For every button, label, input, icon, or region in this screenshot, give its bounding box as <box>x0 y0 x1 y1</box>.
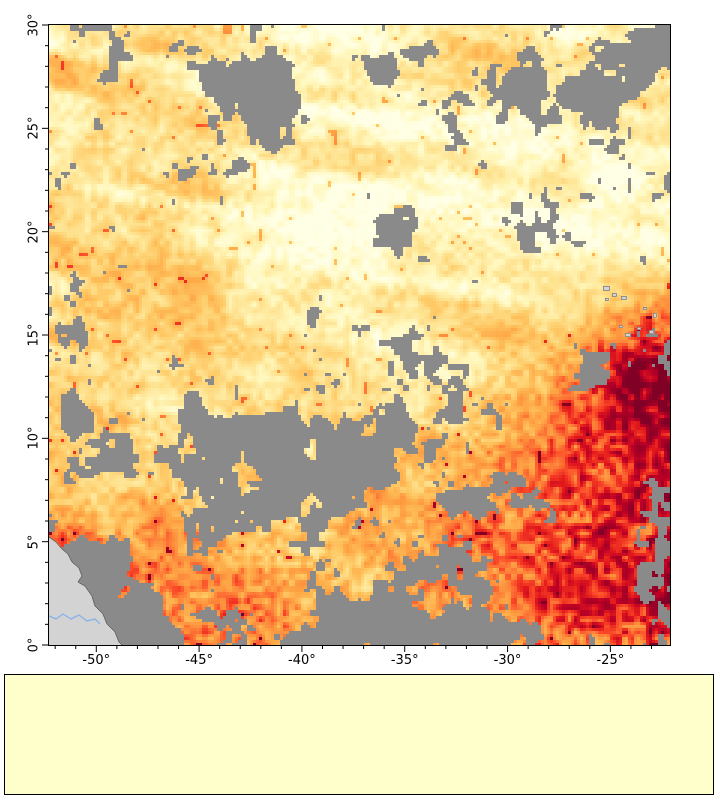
legend-panel: ABI L2+ Aerosol Optical Depth at 550 nm … <box>4 674 714 795</box>
y-tick-label: 25° <box>26 116 42 140</box>
x-tick-label: -25° <box>596 653 625 668</box>
x-tick-label: -30° <box>493 653 522 668</box>
x-tick-label: -50° <box>82 653 111 668</box>
aod-map-canvas <box>49 25 670 645</box>
y-tick-label: 15° <box>26 323 42 347</box>
x-tick-label: -40° <box>288 653 316 668</box>
y-tick-label: 10° <box>26 426 42 450</box>
y-tick-label: 0° <box>26 637 42 653</box>
x-tick-label: -35° <box>390 653 419 668</box>
x-tick-label: -45° <box>185 653 213 668</box>
y-tick-label: 5° <box>26 534 42 550</box>
y-tick-label: 30° <box>26 13 42 37</box>
y-tick-label: 20° <box>26 220 42 244</box>
